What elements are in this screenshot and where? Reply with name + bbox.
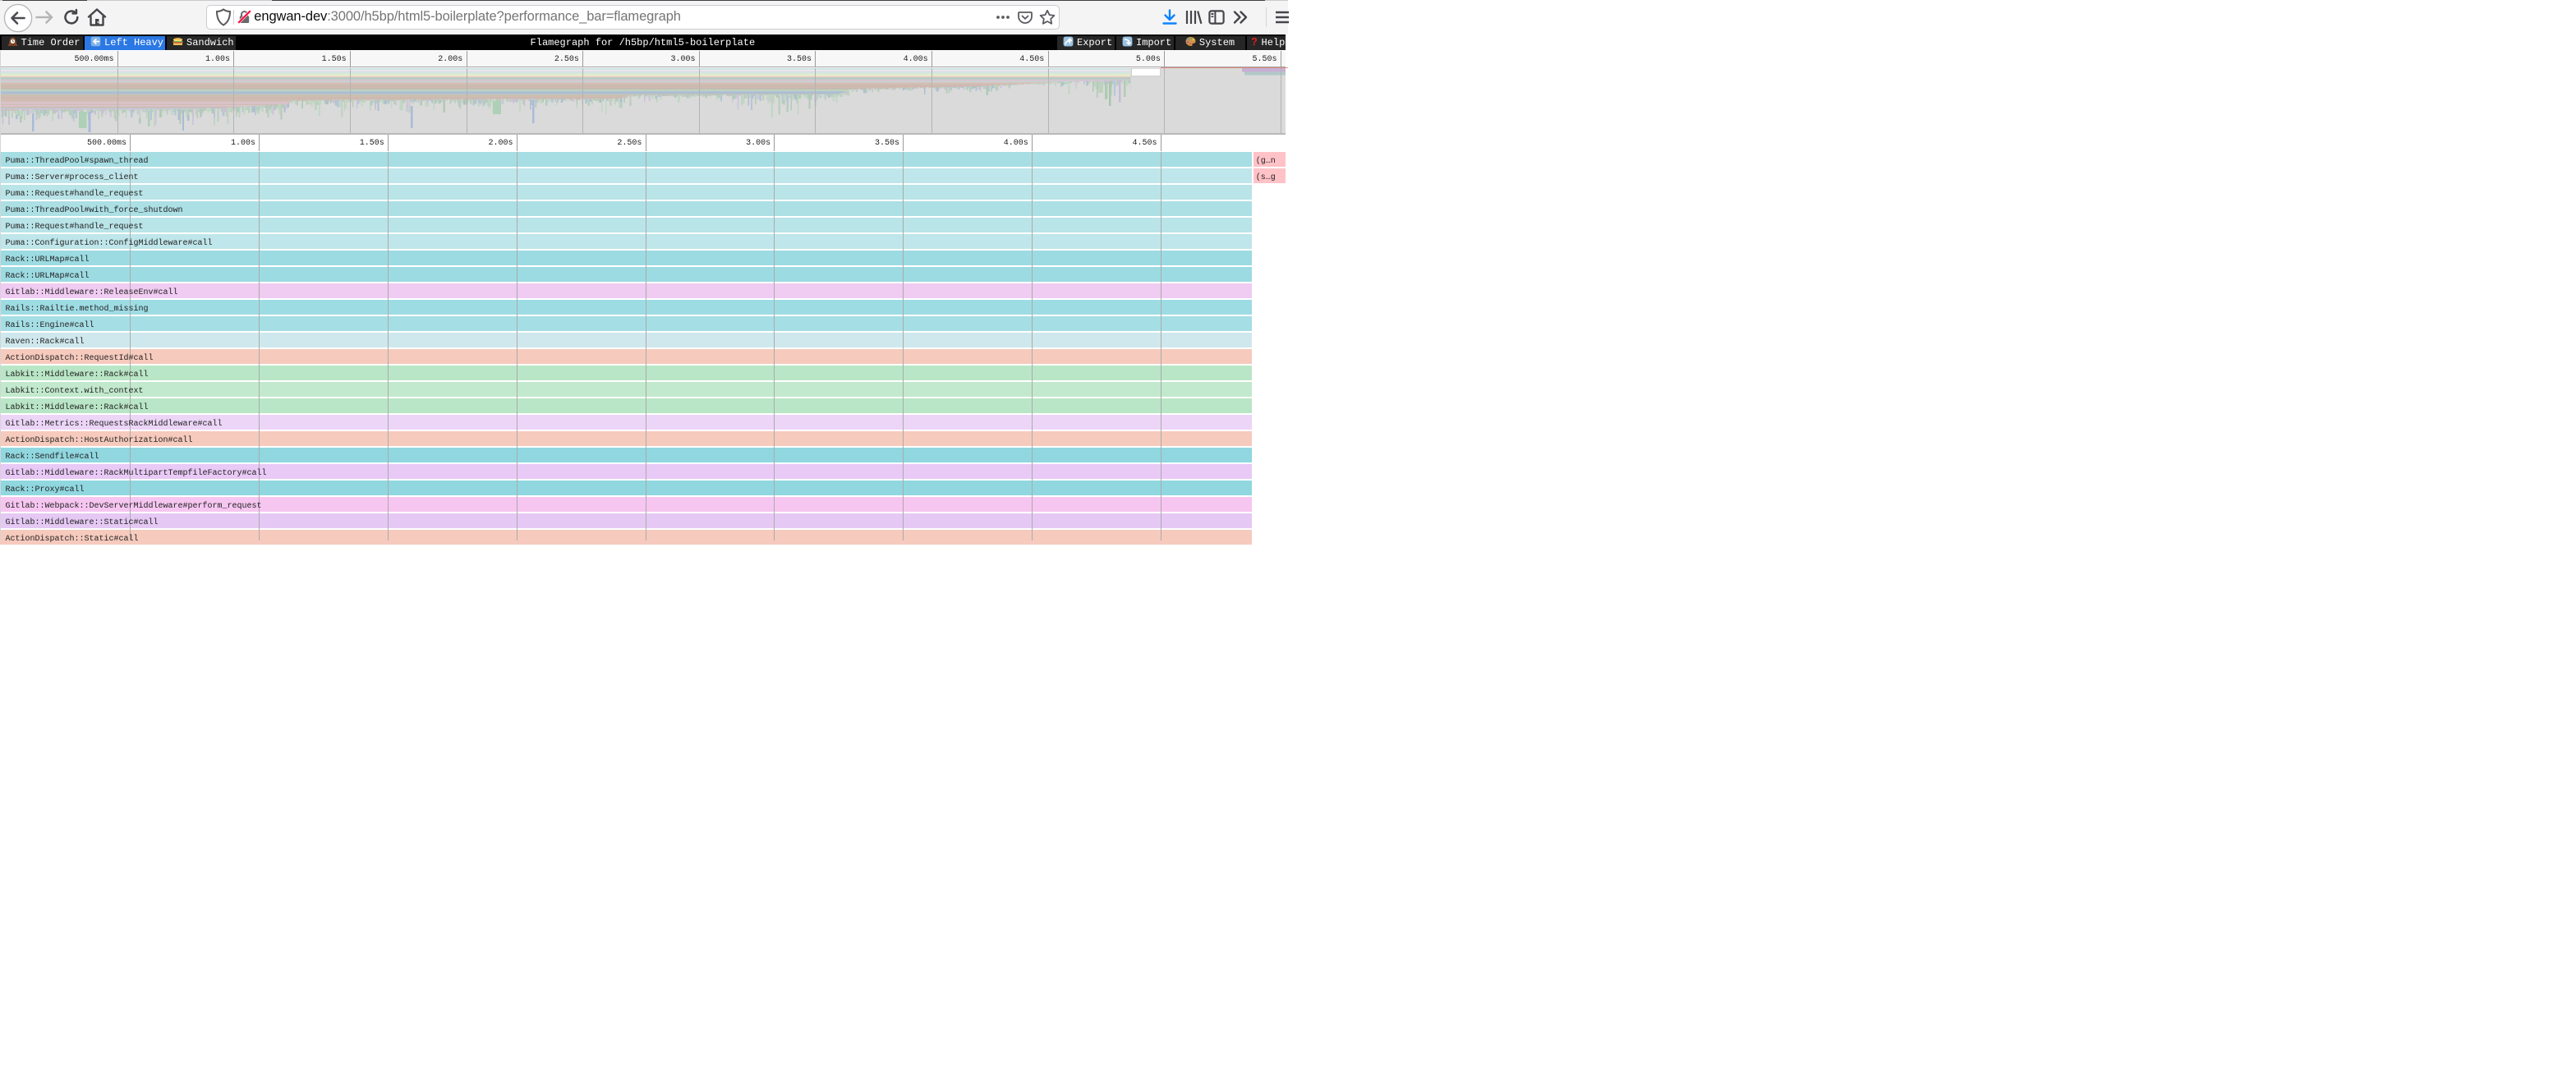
svg-text:?: ? xyxy=(1251,36,1258,47)
